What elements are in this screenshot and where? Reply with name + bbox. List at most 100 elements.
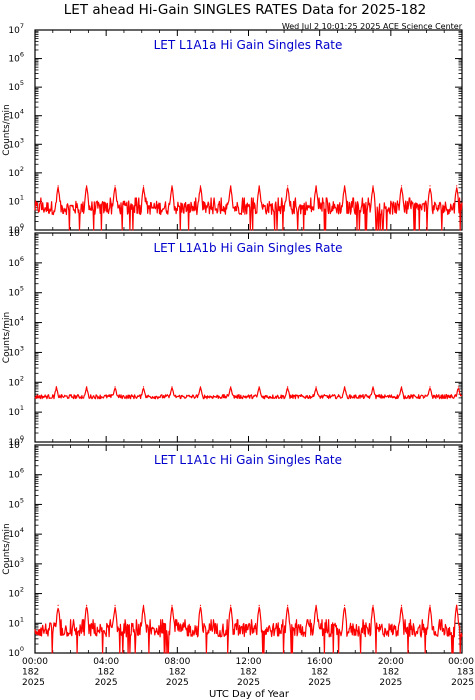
spike-point bbox=[171, 386, 173, 388]
series-line bbox=[34, 185, 463, 231]
x-axis-tick-labels: 00:00182202504:00182202508:00182202512:0… bbox=[22, 657, 474, 688]
x-tick-label-doy: 182 bbox=[98, 668, 115, 678]
spike-point bbox=[400, 386, 403, 388]
spike-point bbox=[456, 604, 458, 606]
x-tick-label-year: 2025 bbox=[166, 678, 189, 688]
y-tick-label: 103 bbox=[8, 556, 24, 570]
spike-point bbox=[372, 185, 374, 187]
spike-point bbox=[230, 386, 232, 388]
spike-point bbox=[258, 185, 260, 187]
y-tick-label: 107 bbox=[8, 225, 24, 239]
y-tick-label: 104 bbox=[8, 108, 24, 122]
y-axis-label: Counts/min bbox=[2, 523, 12, 574]
spike-point bbox=[199, 386, 202, 388]
y-tick-label: 106 bbox=[8, 51, 24, 65]
x-axis-label: UTC Day of Year bbox=[209, 689, 290, 700]
spike-point bbox=[315, 185, 317, 187]
spike-point bbox=[429, 185, 431, 187]
x-tick-label-time: 04:00 bbox=[93, 657, 119, 667]
x-tick-label-year: 2025 bbox=[379, 678, 402, 688]
spike-point bbox=[55, 386, 57, 388]
y-axis-label: Counts/min bbox=[2, 312, 12, 363]
y-tick-label: 100 bbox=[8, 434, 24, 448]
spike-point bbox=[400, 185, 403, 187]
spike-point bbox=[343, 386, 346, 388]
spike-point bbox=[287, 386, 289, 388]
spike-point bbox=[258, 386, 260, 388]
y-tick-label: 101 bbox=[8, 193, 24, 207]
spike-point bbox=[315, 386, 317, 388]
y-tick-label: 101 bbox=[8, 404, 24, 418]
spike-point bbox=[114, 604, 116, 606]
spike-point bbox=[171, 185, 173, 187]
y-tick-label: 102 bbox=[8, 374, 24, 388]
spike-point bbox=[114, 386, 116, 388]
y-tick-label: 104 bbox=[8, 526, 24, 540]
x-tick-label-year: 2025 bbox=[22, 678, 45, 688]
spike-point bbox=[142, 604, 145, 606]
spike-point bbox=[372, 386, 374, 388]
spike-point bbox=[114, 185, 116, 187]
panel-title: LET L1A1b Hi Gain Singles Rate bbox=[153, 241, 342, 255]
spike-point bbox=[315, 604, 317, 606]
series-line bbox=[34, 604, 463, 654]
spike-point bbox=[199, 185, 202, 187]
x-tick-label-doy: 182 bbox=[311, 668, 328, 678]
figure-title: LET ahead Hi-Gain SINGLES RATES Data for… bbox=[64, 2, 427, 18]
x-tick-label-doy: 182 bbox=[169, 668, 186, 678]
y-tick-label: 107 bbox=[8, 437, 24, 451]
y-tick-label: 103 bbox=[8, 136, 24, 150]
panel-title: LET L1A1a Hi Gain Singles Rate bbox=[154, 38, 343, 52]
y-tick-label: 106 bbox=[8, 255, 24, 269]
spike-point bbox=[456, 185, 458, 187]
y-tick-label: 101 bbox=[8, 615, 24, 629]
x-tick-label-time: 00:00 bbox=[448, 657, 474, 667]
y-tick-label: 105 bbox=[8, 79, 24, 93]
panel-title: LET L1A1c Hi Gain Singles Rate bbox=[154, 453, 342, 467]
y-tick-label: 103 bbox=[8, 344, 24, 358]
spike-point bbox=[85, 604, 88, 606]
spike-point bbox=[199, 604, 202, 606]
spike-point bbox=[343, 185, 346, 187]
y-tick-label: 107 bbox=[8, 22, 24, 36]
spike-point bbox=[230, 604, 232, 606]
x-tick-label-year: 2025 bbox=[237, 678, 260, 688]
spike-point bbox=[429, 604, 431, 606]
spike-point bbox=[287, 604, 289, 606]
spike-point bbox=[85, 386, 88, 388]
spike-point bbox=[85, 185, 88, 187]
x-tick-label-time: 12:00 bbox=[236, 657, 262, 667]
x-tick-label-time: 08:00 bbox=[164, 657, 190, 667]
panel-1: 100 101 102 103 104 105 106 107 Counts/min LET L1… bbox=[2, 22, 463, 236]
x-tick-label-year: 2025 bbox=[308, 678, 331, 688]
y-tick-label: 105 bbox=[8, 496, 24, 510]
x-tick-label-time: 20:00 bbox=[378, 657, 404, 667]
x-tick-label-year: 2025 bbox=[95, 678, 118, 688]
spike-point bbox=[230, 185, 232, 187]
y-tick-label: 102 bbox=[8, 165, 24, 179]
y-axis-label: Counts/min bbox=[2, 104, 12, 155]
spike-point bbox=[372, 604, 374, 606]
panel-2: 100 101 102 103 104 105 106 107 Counts/min LET L1… bbox=[2, 225, 463, 448]
y-tick-label: 102 bbox=[8, 586, 24, 600]
x-tick-label-time: 16:00 bbox=[307, 657, 333, 667]
x-tick-label-time: 00:00 bbox=[22, 657, 48, 667]
spike-point bbox=[343, 604, 346, 606]
spike-point bbox=[287, 185, 289, 187]
x-tick-label-doy: 182 bbox=[382, 668, 399, 678]
spike-point bbox=[400, 604, 403, 606]
y-tick-label: 100 bbox=[8, 222, 24, 236]
spike-point bbox=[429, 386, 431, 388]
spike-point bbox=[142, 185, 145, 187]
y-tick-label: 106 bbox=[8, 467, 24, 481]
panel-3: 100 101 102 103 104 105 106 107 Counts/min LET L1… bbox=[2, 437, 463, 659]
spike-point bbox=[171, 604, 173, 606]
timestamp-label: Wed Jul 2 10:01:25 2025 ACE Science Cent… bbox=[282, 22, 463, 31]
spike-point bbox=[57, 185, 59, 187]
x-tick-label-year: 2025 bbox=[451, 678, 474, 688]
x-tick-label-doy: 183 bbox=[457, 668, 474, 678]
series-line bbox=[34, 386, 463, 400]
y-tick-label: 105 bbox=[8, 285, 24, 299]
